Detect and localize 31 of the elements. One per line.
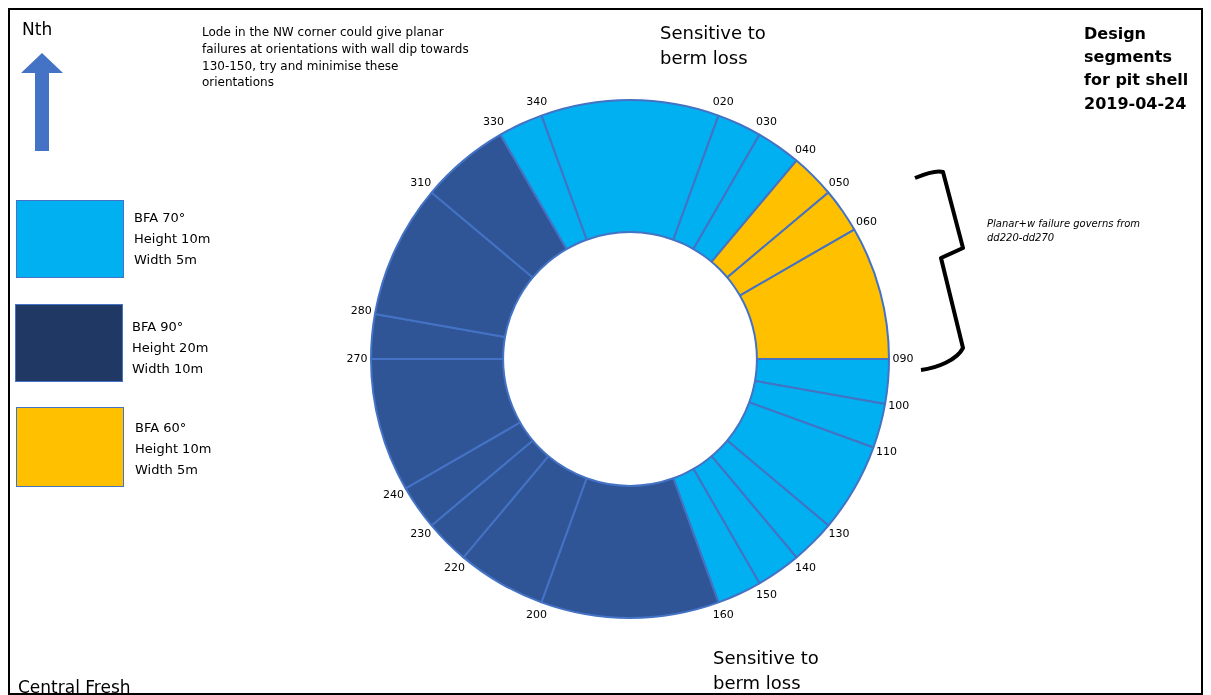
text: 110 [876,445,898,459]
text: 160 [712,608,734,622]
text: 220 [443,560,465,574]
text: 330 [482,115,504,129]
text: 200 [526,608,548,622]
text: Sensitive to berm loss [713,646,820,695]
text: 020 [712,95,734,109]
text: 230 [410,527,432,541]
text: 310 [410,176,432,190]
text: 050 [828,176,850,190]
text: BFA 60° Height 10m Width 5m [135,419,213,479]
text: BFA 90° Height 20m Width 10m [132,318,210,378]
text: BFA 70° Height 10m Width 5m [134,209,212,269]
text: Lode in the NW corner could give planar failures at orientations with wall dip towards 130-150, try and minimise these orientations [202,24,470,92]
text: 100 [888,399,910,413]
text: 280 [350,304,372,318]
text: Nth [22,18,54,41]
text: 340 [526,95,548,109]
text: 030 [755,115,777,129]
text: Sensitive to berm loss [660,21,767,71]
text: 060 [855,215,877,229]
text: 130 [828,527,850,541]
text: 150 [755,588,777,602]
text: Design segments for pit shell 2019-04-24 [1084,23,1190,115]
text: Planar+w failure governs from dd220-dd270 [987,217,1142,245]
text: 140 [794,561,816,575]
text: 090 [892,351,914,365]
text: 240 [383,488,405,502]
text: Central Fresh [18,676,132,695]
text: 040 [794,142,816,156]
text: 270 [346,351,368,365]
